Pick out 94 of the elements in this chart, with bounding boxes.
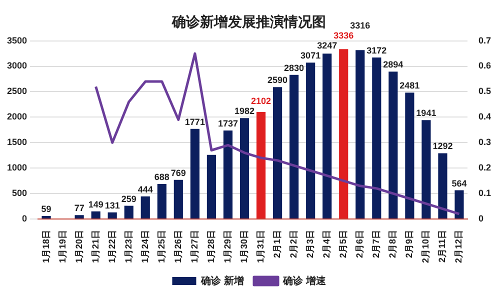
y-tick-label: 1500 [6, 137, 28, 148]
x-tick-label: 2月4日 [322, 230, 332, 258]
bar [322, 54, 332, 218]
x-tick-label: 1月29日 [222, 230, 232, 264]
data-label: 259 [121, 194, 136, 204]
bar [174, 180, 183, 218]
bar [190, 128, 200, 218]
x-tick-label: 2月1日 [272, 230, 282, 258]
x-tick-label: 1月23日 [123, 230, 134, 264]
bar [124, 206, 134, 218]
data-label: 2590 [268, 75, 288, 86]
data-label: 1982 [234, 106, 255, 116]
chart-title: 确诊新增发展推演情况图 [171, 13, 326, 30]
y2-tick-label: 0.4 [478, 112, 492, 122]
bar [240, 118, 250, 218]
data-label: 77 [74, 203, 84, 214]
x-tick-label: 2月5日 [338, 230, 348, 258]
bar [74, 215, 84, 218]
x-tick-label: 1月26日 [172, 230, 183, 264]
y-tick-label: 2000 [6, 112, 28, 122]
x-tick-label: 1月28日 [206, 230, 216, 264]
x-tick-label: 1月31日 [256, 230, 266, 264]
bar [108, 212, 117, 218]
x-tick-label: 1月18日 [40, 230, 51, 264]
y2-tick-label: 0.7 [478, 35, 492, 46]
bar [388, 72, 398, 218]
bar [454, 190, 464, 218]
y-tick-label: 0 [22, 213, 28, 224]
bar [422, 120, 431, 218]
x-tick-label: 1月24日 [140, 230, 150, 264]
y-tick-label: 3500 [6, 35, 28, 46]
data-label: 2894 [383, 60, 404, 70]
x-tick-label: 2月3日 [305, 230, 316, 258]
data-label: 2102 [251, 96, 272, 106]
y2-tick-label: 0.2 [478, 162, 492, 173]
bar [256, 112, 266, 218]
bar [438, 153, 448, 218]
data-label: 1941 [416, 108, 436, 118]
data-label: 149 [88, 199, 104, 210]
bar [306, 62, 316, 218]
x-tick-label: 1月20日 [74, 230, 84, 264]
y2-tick-label: 0.5 [478, 86, 492, 96]
legend-label: 确诊 新增 [200, 274, 244, 287]
data-label: 1771 [184, 116, 205, 127]
x-tick-label: 2月10日 [420, 230, 431, 264]
x-tick-label: 2月12日 [454, 230, 464, 264]
bar [206, 154, 216, 218]
bar [272, 87, 282, 218]
bar [223, 130, 233, 218]
y2-tick-label: 0.1 [478, 188, 492, 198]
data-label: 444 [138, 184, 153, 194]
x-tick-label: 1月25日 [156, 230, 166, 264]
y2-tick-label: 0 [478, 213, 484, 224]
y-tick-label: 2500 [6, 86, 28, 96]
x-tick-label: 1月30日 [238, 230, 249, 264]
y-tick-label: 500 [12, 188, 28, 198]
x-tick-label: 1月19日 [57, 230, 68, 264]
bar [356, 50, 365, 218]
data-label: 3071 [300, 50, 321, 61]
y-tick-label: 1000 [6, 162, 28, 173]
data-label: 1292 [432, 141, 453, 152]
data-label: 131 [104, 200, 120, 210]
bar [42, 216, 51, 218]
data-label: 3336 [334, 30, 354, 41]
y2-tick-label: 0.3 [478, 137, 492, 148]
x-tick-label: 2月6日 [354, 230, 365, 258]
bar [372, 58, 382, 218]
data-label: 2481 [400, 80, 420, 91]
x-tick-label: 1月22日 [106, 230, 117, 264]
x-tick-label: 2月9日 [404, 230, 414, 258]
bar [405, 92, 414, 218]
data-label: 3172 [366, 45, 387, 56]
bar [140, 196, 150, 218]
bar [157, 184, 166, 218]
x-tick-label: 2月8日 [388, 230, 398, 258]
x-tick-label: 2月11日 [437, 230, 448, 263]
data-label: 1737 [218, 118, 238, 129]
data-label: 688 [154, 172, 170, 182]
x-tick-label: 2月7日 [371, 230, 382, 258]
data-label: 2830 [284, 62, 304, 73]
x-tick-label: 2月2日 [288, 230, 299, 258]
data-label: 3247 [317, 40, 338, 51]
y-tick-label: 3000 [6, 60, 28, 71]
bar [91, 211, 100, 218]
data-label: 564 [452, 178, 467, 188]
y2-tick-label: 0.6 [478, 60, 492, 71]
legend-label: 确诊 增速 [282, 274, 327, 287]
x-tick-label: 1月21日 [90, 230, 100, 264]
x-tick-label: 1月27日 [189, 230, 200, 264]
data-label: 769 [170, 168, 186, 178]
bar [339, 49, 348, 218]
bar [290, 74, 299, 218]
data-label: 59 [41, 204, 52, 214]
data-label: 3316 [350, 20, 370, 31]
